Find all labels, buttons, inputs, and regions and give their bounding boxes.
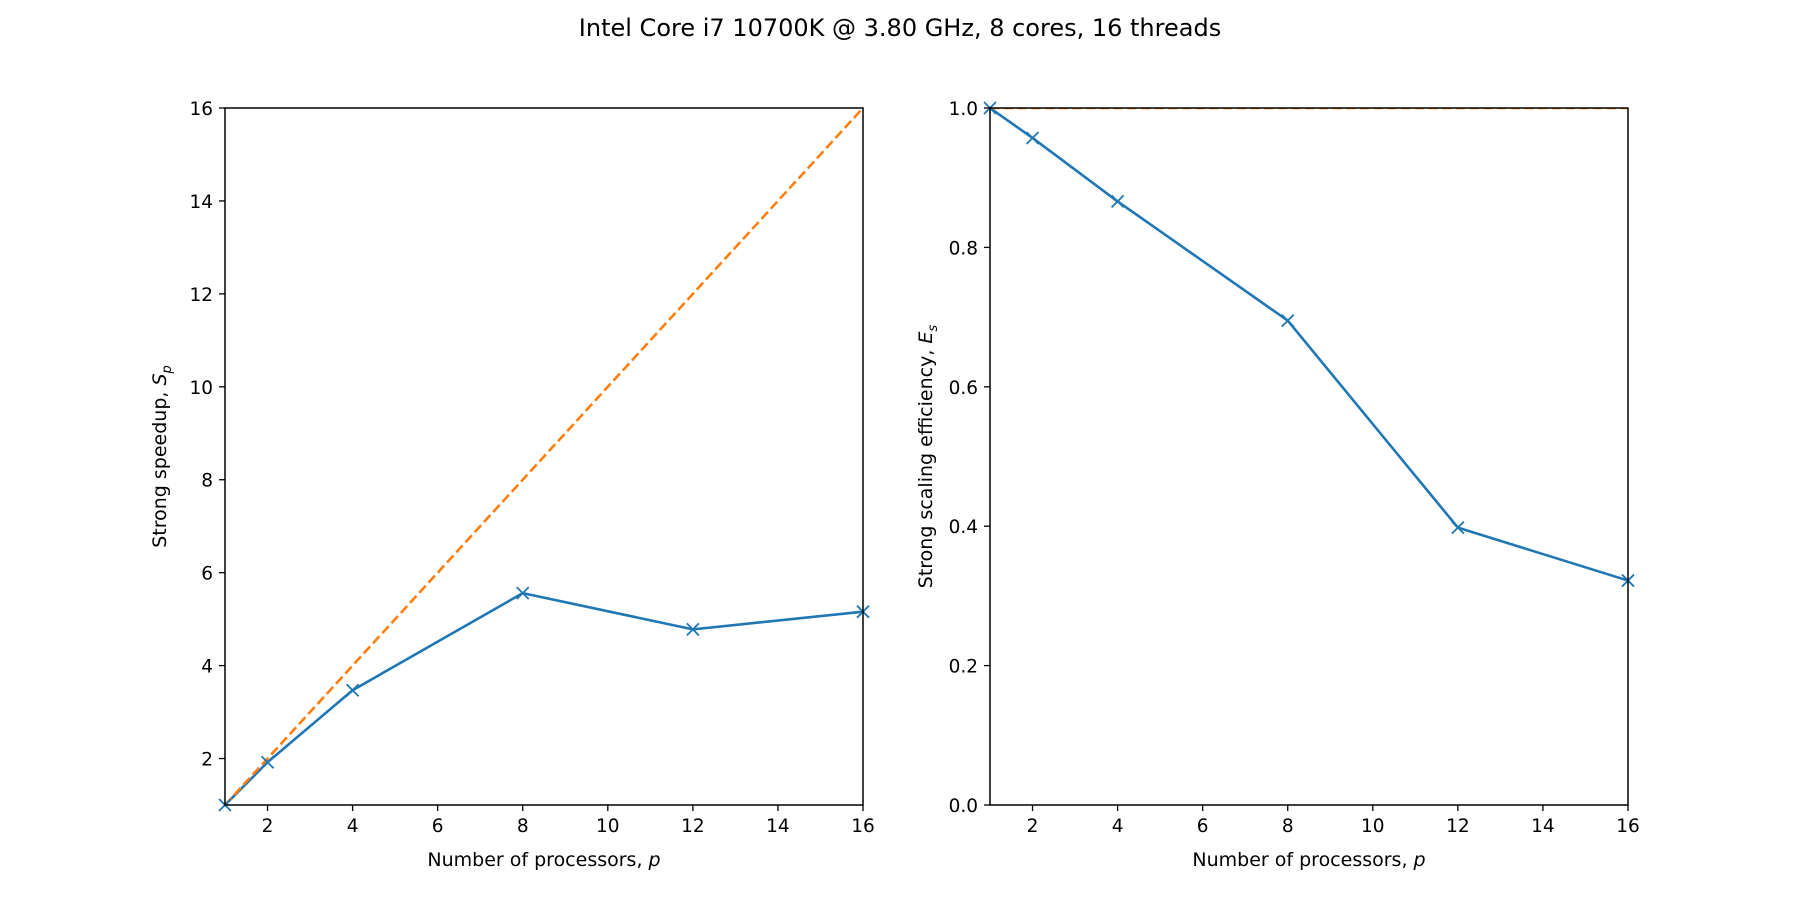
efficiency-x-tick-label: 6: [1197, 816, 1209, 837]
efficiency-series-measured: [990, 108, 1628, 582]
efficiency-x-axis-label-text: Number of processors,: [1192, 849, 1413, 871]
figure-title: Intel Core i7 10700K @ 3.80 GHz, 8 cores…: [579, 14, 1221, 42]
efficiency-measured-line: [990, 108, 1628, 582]
speedup-x-tick-label: 8: [517, 816, 529, 837]
speedup-series-ideal: [225, 108, 863, 805]
speedup-x-axis-label-text: Number of processors,: [427, 849, 648, 871]
speedup-data-point: [345, 683, 360, 697]
speedup-y-axis-label-subscript: p: [160, 365, 175, 374]
efficiency-data-point: [1281, 313, 1295, 328]
efficiency-x-tick-label: 8: [1282, 816, 1294, 837]
speedup-plot-frame: [224, 107, 864, 806]
speedup-measured-line: [225, 591, 863, 805]
efficiency-y-tick-label: 0.2: [949, 657, 978, 678]
speedup-y-tick-label: 6: [201, 564, 213, 585]
efficiency-x-tick-label: 4: [1112, 816, 1124, 837]
efficiency-x-axis-label: Number of processors, p: [1192, 849, 1425, 871]
efficiency-data-point: [1110, 194, 1125, 209]
speedup-x-tick-label: 14: [766, 816, 790, 837]
speedup-y-tick-label: 4: [201, 657, 213, 678]
efficiency-x-tick-label: 2: [1027, 816, 1039, 837]
speedup-series-measured: [225, 591, 863, 805]
speedup-x-tick-label: 2: [262, 816, 274, 837]
speedup-x-tick-label: 12: [681, 816, 705, 837]
speedup-y-axis-label-var: S: [149, 373, 171, 385]
speedup-chart: 2 4 6 8 10 12 14 16 2 4 6 8 10 12 14 16 Number of proces…: [149, 99, 875, 871]
speedup-x-tick-label: 10: [596, 816, 620, 837]
efficiency-data-point: [1451, 520, 1465, 535]
efficiency-data-point: [1025, 131, 1040, 145]
efficiency-y-tick-label: 1.0: [949, 99, 978, 120]
efficiency-x-tick-label: 10: [1361, 816, 1385, 837]
speedup-ideal-line: [225, 108, 863, 805]
speedup-y-tick-label: 16: [189, 99, 213, 120]
speedup-x-tick-label: 16: [851, 816, 875, 837]
efficiency-x-tick-label: 14: [1531, 816, 1555, 837]
speedup-x-axis-label-var: p: [648, 849, 661, 871]
efficiency-plot-frame: [989, 107, 1629, 806]
speedup-data-point: [516, 586, 530, 600]
efficiency-y-tick-label: 0.6: [949, 378, 978, 399]
efficiency-y-axis-label-var: E: [915, 332, 937, 344]
speedup-y-axis-label-text: Strong speedup,: [149, 386, 171, 548]
speedup-x-tick-label: 4: [347, 816, 359, 837]
efficiency-x-axis-label-var: p: [1413, 849, 1426, 871]
efficiency-chart: 2 4 6 8 10 12 14 16 0.0 0.2 0.4 0.6 0.8 1.0 Number of …: [915, 99, 1640, 871]
speedup-y-tick-label: 12: [189, 285, 213, 306]
efficiency-y-tick-label: 0.4: [949, 517, 978, 538]
speedup-y-tick-label: 10: [189, 378, 213, 399]
efficiency-x-tick-label: 16: [1616, 816, 1640, 837]
speedup-y-tick-label: 14: [189, 192, 213, 213]
speedup-x-axis-label: Number of processors, p: [427, 849, 660, 871]
speedup-x-tick-label: 6: [432, 816, 444, 837]
speedup-y-axis-label: Strong speedup, Sp: [149, 365, 175, 548]
efficiency-y-tick-label: 0.0: [949, 796, 978, 817]
speedup-data-point: [260, 755, 275, 769]
speedup-y-tick-label: 8: [201, 471, 213, 492]
efficiency-y-axis-label-subscript: s: [926, 325, 941, 332]
efficiency-y-axis-label: Strong scaling efficiency, Es: [915, 325, 941, 589]
efficiency-y-tick-label: 0.8: [949, 238, 978, 259]
speedup-data-point: [686, 622, 700, 636]
efficiency-y-axis-label-text: Strong scaling efficiency,: [915, 344, 937, 589]
efficiency-x-tick-label: 12: [1446, 816, 1470, 837]
speedup-y-tick-label: 2: [201, 750, 213, 771]
